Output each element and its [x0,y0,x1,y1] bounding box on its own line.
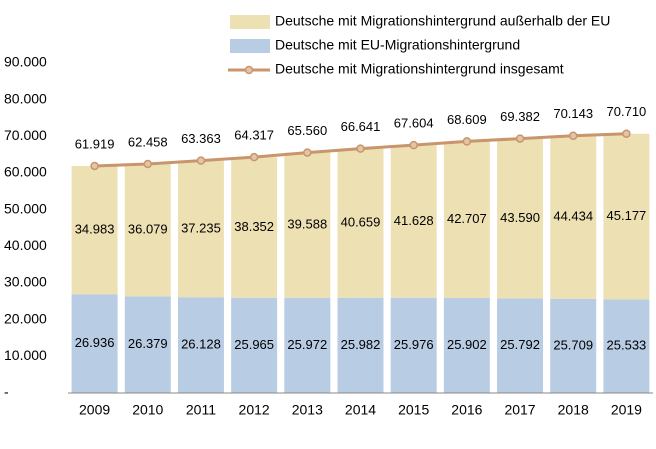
bar-segment [231,157,278,298]
bar-segment [497,138,544,299]
value-label: 64.317 [234,128,274,143]
y-tick-label: 20.000 [4,310,47,326]
line-marker [515,134,525,143]
y-tick-label: 30.000 [4,274,47,290]
x-tick-label: 2011 [186,402,216,418]
bar-segment [337,297,384,393]
value-label: 70.143 [553,106,593,121]
line-marker [356,144,365,153]
bar-segment [390,145,437,298]
y-tick-label: 60.000 [4,164,47,180]
x-tick-label: 2017 [504,402,535,418]
legend-swatch [244,65,254,75]
y-tick-label: 50.000 [4,200,47,216]
value-label: 44.434 [553,209,593,224]
value-label: 25.972 [287,337,327,352]
bar-segment [550,298,597,393]
bar-segment [337,148,384,298]
x-tick-label: 2012 [239,402,270,418]
line-marker [462,137,472,146]
line-marker [568,131,578,141]
x-tick-label: 2013 [292,402,323,418]
value-label: 25.792 [500,337,540,352]
line-marker [90,161,99,171]
x-tick-label: 2014 [345,402,376,418]
legend-label: Deutsche mit Migrationshintergrund insge… [275,61,564,77]
bar-segment [443,298,490,393]
x-tick-label: 2009 [79,402,110,418]
value-label: 43.590 [500,210,540,225]
value-label: 61.919 [75,136,115,151]
value-label: 42.707 [447,211,487,226]
x-tick-label: 2010 [132,402,163,418]
bar-segment [177,297,224,393]
legend-label: Deutsche mit EU-Migrationshintergrund [275,37,520,53]
value-label: 38.352 [234,219,274,234]
y-tick-label: 10.000 [4,347,47,363]
x-tick-label: 2015 [398,402,429,418]
value-label: 63.363 [181,131,221,146]
value-label: 45.177 [607,208,647,223]
x-tick-label: 2019 [611,402,642,418]
value-label: 41.628 [394,213,434,228]
bar-segment [390,297,437,393]
y-tick-label: 90.000 [4,54,47,70]
y-tick-label: 80.000 [4,90,47,106]
x-tick-label: 2018 [558,402,589,418]
bar-segment [603,133,650,300]
value-label: 25.976 [394,337,434,352]
bar-segment [177,160,224,298]
value-label: 40.659 [341,215,381,230]
line-marker [249,152,259,162]
line-marker [143,159,153,169]
value-label: 67.604 [394,116,434,131]
value-label: 70.710 [607,104,647,119]
value-label: 62.458 [128,134,168,149]
value-label: 37.235 [181,220,221,235]
bar-segment [124,296,171,393]
bar-segment [71,165,118,295]
value-label: 25.982 [341,337,381,352]
y-tick-label: 40.000 [4,237,47,253]
y-tick-label: 70.000 [4,127,47,143]
bar-segment [443,141,490,299]
value-label: 25.965 [234,337,274,352]
line-marker [303,148,312,157]
value-label: 26.128 [181,337,221,352]
value-label: 39.588 [287,217,327,232]
value-label: 25.709 [553,337,593,352]
value-label: 69.382 [500,109,540,124]
value-label: 68.609 [447,112,487,127]
bar-segment [71,294,118,393]
line-marker [622,129,631,138]
value-label: 25.902 [447,337,487,352]
bar-segment [284,297,331,393]
bar-segment [124,163,171,297]
value-label: 66.641 [341,119,381,134]
bar-segment [231,297,278,393]
bar-segment [550,135,597,299]
line-marker [409,140,418,150]
bar-segment [284,152,331,298]
legend-swatch [230,39,270,53]
value-label: 26.936 [75,335,115,350]
value-label: 26.379 [128,336,168,351]
bar-segment [603,299,650,393]
value-label: 34.983 [75,222,115,237]
y-tick-label: - [4,384,9,400]
legend-label: Deutsche mit Migrationshintergrund außer… [275,13,610,29]
value-label: 36.079 [128,222,168,237]
value-label: 65.560 [287,123,327,138]
legend-swatch [230,15,270,29]
line-marker [196,156,206,165]
x-tick-label: 2016 [451,402,482,418]
bar-segment [497,298,544,393]
value-label: 25.533 [607,338,647,353]
